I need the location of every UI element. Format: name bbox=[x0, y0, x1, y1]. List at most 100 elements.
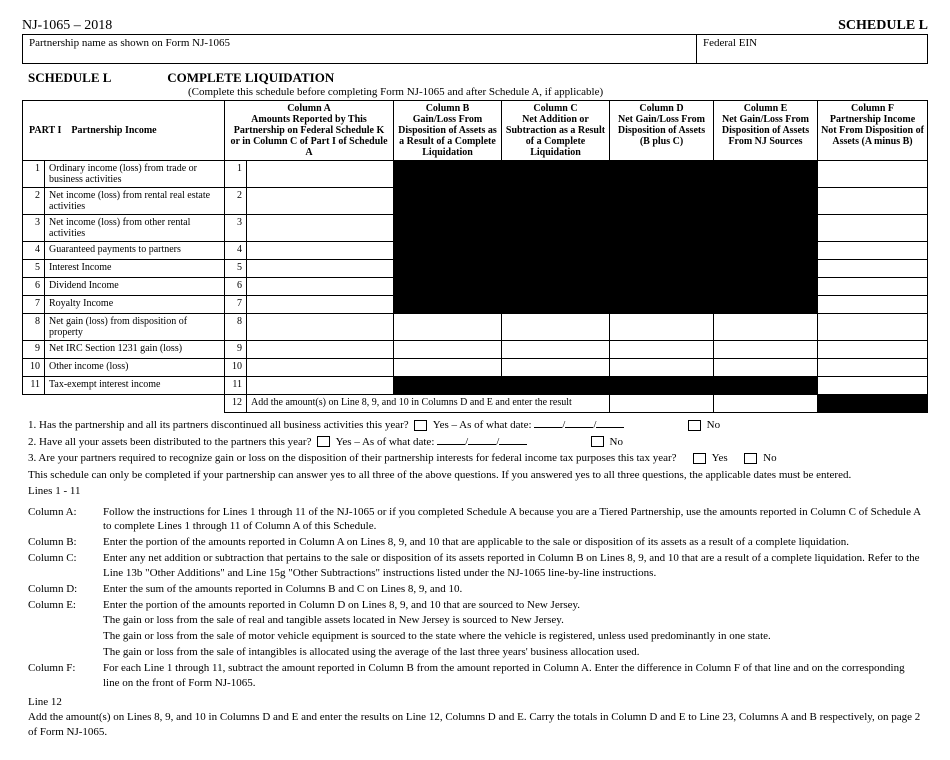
cell-12-col-d[interactable] bbox=[610, 395, 714, 413]
q2-date-yy[interactable] bbox=[499, 434, 527, 445]
cell-col-d[interactable] bbox=[610, 314, 714, 341]
cell-col-f[interactable] bbox=[818, 161, 928, 188]
row-number: 1 bbox=[23, 161, 45, 188]
cell-col-a[interactable] bbox=[247, 188, 394, 215]
q1-date-mm[interactable] bbox=[534, 417, 562, 428]
row-label: Net gain (loss) from disposition of prop… bbox=[45, 314, 225, 341]
cell-col-a[interactable] bbox=[247, 161, 394, 188]
q2-date-mm[interactable] bbox=[437, 434, 465, 445]
cell-col-a[interactable] bbox=[247, 260, 394, 278]
instr-text-b: Enter the portion of the amounts reporte… bbox=[103, 535, 849, 550]
cell-col-a[interactable] bbox=[247, 314, 394, 341]
cell-col-f[interactable] bbox=[818, 278, 928, 296]
cell-col-d bbox=[610, 377, 714, 395]
cell-col-c bbox=[502, 260, 610, 278]
instr-label-c: Column C: bbox=[28, 551, 103, 581]
cell-col-f[interactable] bbox=[818, 188, 928, 215]
cell-col-c bbox=[502, 215, 610, 242]
q3-no-checkbox[interactable] bbox=[744, 453, 757, 464]
row-number-repeat: 7 bbox=[225, 296, 247, 314]
cell-col-c[interactable] bbox=[502, 359, 610, 377]
cell-col-e bbox=[714, 161, 818, 188]
cell-col-a[interactable] bbox=[247, 242, 394, 260]
lines-header: Lines 1 - 11 bbox=[28, 483, 922, 500]
col-f-header: Column FPartnership Income Not From Disp… bbox=[818, 101, 928, 161]
row-number-repeat: 11 bbox=[225, 377, 247, 395]
questions-block: 1. Has the partnership and all its partn… bbox=[22, 413, 928, 502]
row-number: 3 bbox=[23, 215, 45, 242]
q3-yes-checkbox[interactable] bbox=[693, 453, 706, 464]
cell-col-e[interactable] bbox=[714, 341, 818, 359]
cell-col-d bbox=[610, 278, 714, 296]
cell-col-e bbox=[714, 278, 818, 296]
federal-ein-field[interactable]: Federal EIN bbox=[697, 35, 927, 63]
cell-col-b[interactable] bbox=[394, 359, 502, 377]
cell-col-b[interactable] bbox=[394, 341, 502, 359]
question-3: 3. Are your partners required to recogni… bbox=[28, 450, 922, 467]
instr-text-e1: Enter the portion of the amounts reporte… bbox=[103, 598, 580, 613]
row-label: Royalty Income bbox=[45, 296, 225, 314]
row-number-repeat: 2 bbox=[225, 188, 247, 215]
instr-text-e2: The gain or loss from the sale of real a… bbox=[103, 613, 564, 628]
row-number-repeat: 4 bbox=[225, 242, 247, 260]
q2-yes-checkbox[interactable] bbox=[317, 436, 330, 447]
cell-col-f[interactable] bbox=[818, 260, 928, 278]
cell-col-b bbox=[394, 161, 502, 188]
row-label: Net income (loss) from rental real estat… bbox=[45, 188, 225, 215]
instr-text-d: Enter the sum of the amounts reported in… bbox=[103, 582, 462, 597]
cell-col-f[interactable] bbox=[818, 242, 928, 260]
row-label: Ordinary income (loss) from trade or bus… bbox=[45, 161, 225, 188]
cell-col-a[interactable] bbox=[247, 278, 394, 296]
q1-date-yy[interactable] bbox=[596, 417, 624, 428]
row-number: 6 bbox=[23, 278, 45, 296]
instr-label-e: Column E: bbox=[28, 598, 103, 613]
cell-col-b[interactable] bbox=[394, 314, 502, 341]
name-ein-row: Partnership name as shown on Form NJ-106… bbox=[22, 35, 928, 64]
cell-col-f[interactable] bbox=[818, 377, 928, 395]
col-c-header: Column CNet Addition or Subtraction as a… bbox=[502, 101, 610, 161]
row-number: 2 bbox=[23, 188, 45, 215]
cell-col-e[interactable] bbox=[714, 314, 818, 341]
row-number-repeat: 9 bbox=[225, 341, 247, 359]
instr-text-e3: The gain or loss from the sale of motor … bbox=[103, 629, 771, 644]
cell-col-b bbox=[394, 188, 502, 215]
federal-ein-label: Federal EIN bbox=[703, 37, 757, 49]
row-number: 10 bbox=[23, 359, 45, 377]
cell-col-c[interactable] bbox=[502, 341, 610, 359]
cell-col-a[interactable] bbox=[247, 359, 394, 377]
cell-col-e bbox=[714, 260, 818, 278]
q1-no-checkbox[interactable] bbox=[688, 420, 701, 431]
cell-col-a[interactable] bbox=[247, 341, 394, 359]
instr-text-c: Enter any net addition or subtraction th… bbox=[103, 551, 922, 581]
cell-col-f[interactable] bbox=[818, 359, 928, 377]
q1-date-dd[interactable] bbox=[565, 417, 593, 428]
partnership-name-field[interactable]: Partnership name as shown on Form NJ-106… bbox=[23, 35, 697, 63]
part-header: PART I Partnership Income bbox=[23, 101, 225, 161]
q1-yes-checkbox[interactable] bbox=[414, 420, 427, 431]
cell-col-d bbox=[610, 260, 714, 278]
partnership-name-label: Partnership name as shown on Form NJ-106… bbox=[29, 37, 230, 49]
cell-12-col-f bbox=[818, 395, 928, 413]
q2-date-dd[interactable] bbox=[468, 434, 496, 445]
cell-12-col-e[interactable] bbox=[714, 395, 818, 413]
cell-col-d[interactable] bbox=[610, 359, 714, 377]
cell-col-d bbox=[610, 188, 714, 215]
col-a-header: Column AAmounts Reported by This Partner… bbox=[225, 101, 394, 161]
q2-no-checkbox[interactable] bbox=[591, 436, 604, 447]
cell-col-a[interactable] bbox=[247, 296, 394, 314]
cell-col-f[interactable] bbox=[818, 296, 928, 314]
cell-col-e[interactable] bbox=[714, 359, 818, 377]
cell-col-b bbox=[394, 242, 502, 260]
cell-col-f[interactable] bbox=[818, 341, 928, 359]
cell-col-d[interactable] bbox=[610, 341, 714, 359]
cell-col-e bbox=[714, 215, 818, 242]
cell-col-a[interactable] bbox=[247, 377, 394, 395]
question-1: 1. Has the partnership and all its partn… bbox=[28, 417, 922, 434]
cell-col-f[interactable] bbox=[818, 215, 928, 242]
cell-col-c[interactable] bbox=[502, 314, 610, 341]
cell-col-f[interactable] bbox=[818, 314, 928, 341]
cell-col-a[interactable] bbox=[247, 215, 394, 242]
instr-label-d: Column D: bbox=[28, 582, 103, 597]
row-number-repeat: 6 bbox=[225, 278, 247, 296]
row-number: 9 bbox=[23, 341, 45, 359]
